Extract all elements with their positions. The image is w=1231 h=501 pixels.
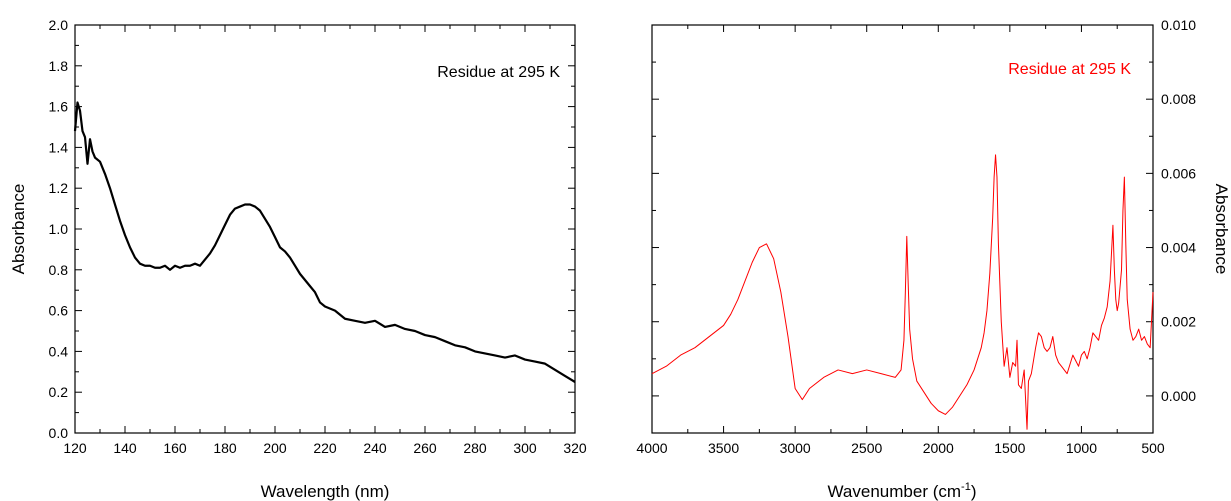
y-tick-label: 0.010 xyxy=(1161,17,1196,33)
x-tick-label: 4000 xyxy=(636,440,667,456)
right-x-axis-label: Wavenumber (cm-1) xyxy=(828,481,977,501)
x-tick-label: 3500 xyxy=(708,440,739,456)
right-y-tick-labels: 0.000 0.002 0.004 0.006 0.008 0.010 xyxy=(1161,17,1196,404)
right-x-axis-label-main: Wavenumber (cm xyxy=(828,482,962,501)
x-tick-label: 220 xyxy=(313,440,337,456)
x-tick-label: 3000 xyxy=(780,440,811,456)
right-plot-frame xyxy=(651,24,1154,434)
left-y-tick-labels: 0.0 0.2 0.4 0.6 0.8 1.0 1.2 1.4 1.6 1.8 2.0 xyxy=(49,17,69,441)
y-tick-label: 2.0 xyxy=(49,17,69,33)
y-tick-label: 1.0 xyxy=(49,221,69,237)
x-tick-label: 1000 xyxy=(1066,440,1097,456)
y-tick-label: 1.4 xyxy=(49,139,69,155)
right-x-axis-label-sup: -1 xyxy=(961,481,971,493)
right-x-axis-label-end: ) xyxy=(971,482,977,501)
x-tick-label: 2000 xyxy=(923,440,954,456)
x-tick-label: 260 xyxy=(413,440,437,456)
y-tick-label: 0.2 xyxy=(49,384,69,400)
x-tick-label: 2500 xyxy=(851,440,882,456)
x-tick-label: 280 xyxy=(463,440,487,456)
x-tick-label: 1500 xyxy=(994,440,1025,456)
y-tick-label: 1.8 xyxy=(49,58,69,74)
x-tick-label: 200 xyxy=(263,440,287,456)
y-tick-label: 0.002 xyxy=(1161,314,1196,330)
y-tick-label: 1.2 xyxy=(49,180,69,196)
left-panel-uv-spectrum: 120 140 160 180 200 220 240 260 280 300 320 0.0 0.2… xyxy=(9,17,587,501)
right-y-axis-label: Absorbance xyxy=(1212,184,1231,275)
left-y-axis-label: Absorbance xyxy=(9,184,28,275)
x-tick-label: 320 xyxy=(563,440,587,456)
y-tick-label: 0.0 xyxy=(49,425,69,441)
y-tick-label: 1.6 xyxy=(49,99,69,115)
x-tick-label: 180 xyxy=(213,440,237,456)
x-tick-label: 300 xyxy=(513,440,537,456)
left-annotation: Residue at 295 K xyxy=(437,64,560,81)
right-annotation: Residue at 295 K xyxy=(1008,61,1131,78)
y-tick-label: 0.000 xyxy=(1161,388,1196,404)
x-tick-label: 240 xyxy=(363,440,387,456)
x-tick-label: 140 xyxy=(113,440,137,456)
left-ticks xyxy=(74,24,576,434)
x-tick-label: 120 xyxy=(63,440,87,456)
x-tick-label: 160 xyxy=(163,440,187,456)
y-tick-label: 0.008 xyxy=(1161,91,1196,107)
right-ticks xyxy=(651,24,1154,433)
left-series-line xyxy=(73,101,576,383)
x-tick-label: 500 xyxy=(1141,440,1165,456)
left-x-tick-labels: 120 140 160 180 200 220 240 260 280 300 320 xyxy=(63,440,587,456)
right-panel-ir-spectrum: 4000 3500 3000 2500 2000 1500 1000 500 0.0000.0… xyxy=(636,17,1231,501)
y-tick-label: 0.006 xyxy=(1161,165,1196,181)
y-tick-label: 0.8 xyxy=(49,262,69,278)
right-series-line xyxy=(651,154,1154,430)
left-x-axis-label: Wavelength (nm) xyxy=(261,482,390,501)
y-tick-label: 0.004 xyxy=(1161,240,1196,256)
right-x-tick-labels: 4000 3500 3000 2500 2000 1500 1000 500 xyxy=(636,440,1164,456)
left-plot-frame xyxy=(74,24,576,434)
y-tick-label: 0.6 xyxy=(49,303,69,319)
y-tick-label: 0.4 xyxy=(49,343,69,359)
